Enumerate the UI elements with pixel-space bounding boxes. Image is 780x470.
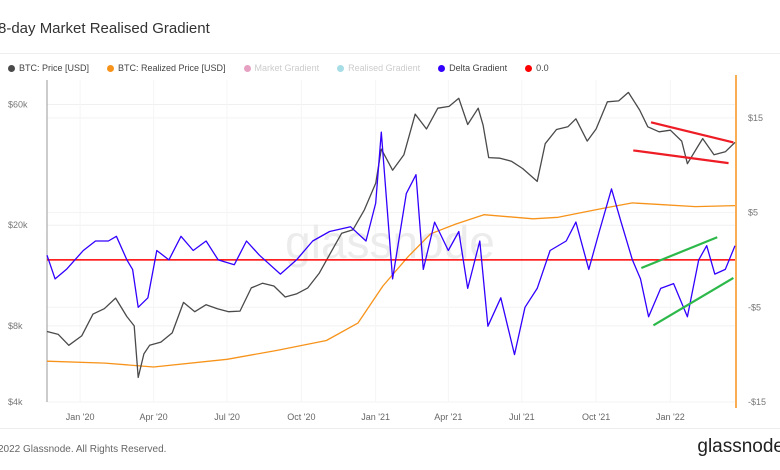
series-btc-price-usd- (46, 91, 736, 379)
x-tick-label: Apr '20 (139, 412, 167, 422)
chart: $4k $8k $20k $60k $15 $5 -$5 -$15 Jan '20 Apr '20… (8, 75, 766, 422)
trendline-red (650, 121, 734, 144)
y-right-tick-label: $15 (748, 113, 763, 123)
legend-dot-icon (243, 64, 251, 72)
header-divider (0, 53, 780, 54)
series-btc-realized-price-usd- (46, 202, 736, 368)
brand-logo: glassnode (697, 436, 780, 457)
legend-item[interactable]: BTC: Price [USD] (8, 63, 89, 73)
legend-item[interactable]: 0.0 (525, 63, 549, 73)
trendline-green (652, 276, 734, 327)
legend-dot-icon (8, 64, 15, 72)
legend-item[interactable]: Delta Gradient (438, 63, 507, 73)
series-delta-gradient (46, 131, 736, 356)
x-tick-label: Jan '22 (656, 412, 685, 422)
y-right-tick-label: -$5 (748, 302, 761, 312)
y-left-tick-label: $8k (8, 321, 23, 331)
legend-label: Market Gradient (254, 63, 320, 73)
legend-label: 0.0 (536, 63, 549, 73)
x-tick-label: Apr '21 (434, 412, 462, 422)
y-right-tick-label: $5 (748, 208, 758, 218)
legend-dot-icon (525, 64, 533, 72)
legend-label: Delta Gradient (449, 63, 508, 73)
legend-item[interactable]: Realised Gradient (337, 63, 420, 73)
x-tick-label: Jul '20 (214, 412, 240, 422)
x-tick-label: Oct '21 (582, 412, 610, 422)
x-tick-label: Oct '20 (287, 412, 315, 422)
y-left-tick-label: $20k (8, 220, 28, 230)
legend-label: BTC: Price [USD] (19, 63, 90, 73)
x-tick-label: Jan '21 (361, 412, 390, 422)
footer-divider (0, 428, 780, 429)
y-right-tick-label: -$15 (748, 397, 766, 407)
legend-label: BTC: Realized Price [USD] (118, 63, 226, 73)
legend-dot-icon (438, 64, 446, 72)
legend: BTC: Price [USD] BTC: Realized Price [USD… (8, 63, 567, 73)
x-tick-label: Jan '20 (66, 412, 95, 422)
y-left-tick-label: $4k (8, 397, 23, 407)
copyright: 2022 Glassnode. All Rights Reserved. (0, 444, 167, 455)
legend-item[interactable]: Market Gradient (243, 63, 320, 73)
legend-item[interactable]: BTC: Realized Price [USD] (107, 63, 226, 73)
legend-dot-icon (107, 64, 115, 72)
y-left-tick-label: $60k (8, 100, 28, 110)
trendline-red (633, 149, 729, 165)
legend-dot-icon (337, 64, 345, 72)
chart-title: 8-day Market Realised Gradient (0, 20, 210, 37)
legend-label: Realised Gradient (348, 63, 421, 73)
x-tick-label: Jul '21 (509, 412, 535, 422)
trendline-green (640, 236, 718, 270)
